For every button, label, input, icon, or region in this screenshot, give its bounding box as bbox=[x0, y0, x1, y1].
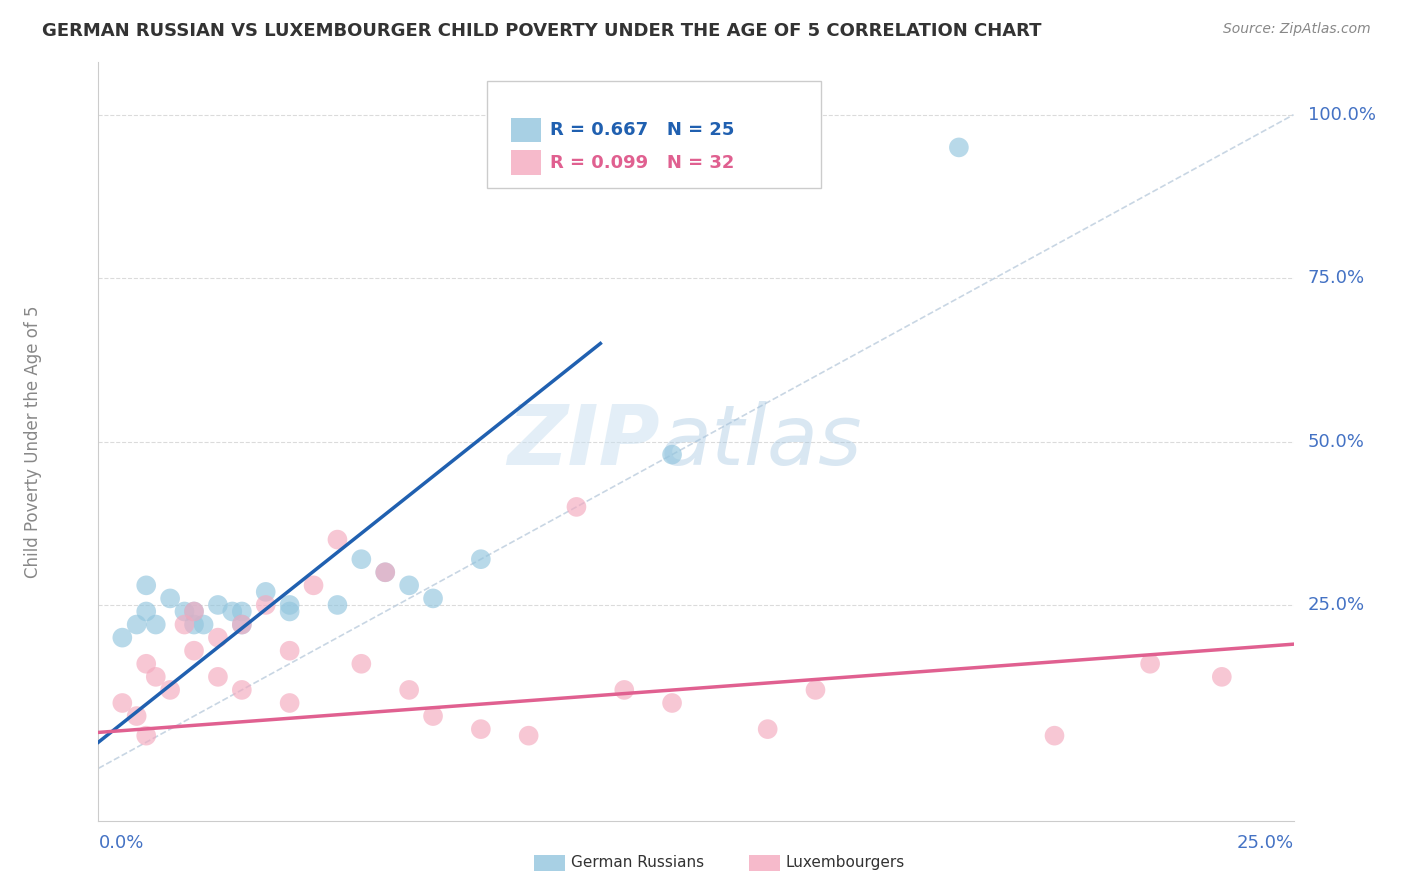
Text: R = 0.099   N = 32: R = 0.099 N = 32 bbox=[550, 153, 734, 171]
Text: R = 0.667   N = 25: R = 0.667 N = 25 bbox=[550, 121, 734, 139]
Point bbox=[278, 643, 301, 657]
Text: 100.0%: 100.0% bbox=[1308, 106, 1376, 124]
Point bbox=[135, 605, 157, 619]
Point bbox=[254, 598, 277, 612]
Text: 25.0%: 25.0% bbox=[1308, 596, 1365, 614]
Text: atlas: atlas bbox=[661, 401, 862, 482]
Point bbox=[159, 591, 181, 606]
Text: GERMAN RUSSIAN VS LUXEMBOURGER CHILD POVERTY UNDER THE AGE OF 5 CORRELATION CHAR: GERMAN RUSSIAN VS LUXEMBOURGER CHILD POV… bbox=[42, 22, 1042, 40]
Point bbox=[470, 722, 492, 736]
Point bbox=[111, 631, 134, 645]
Point bbox=[135, 657, 157, 671]
Point bbox=[231, 682, 253, 697]
Point bbox=[231, 617, 253, 632]
Point bbox=[374, 566, 396, 580]
Point bbox=[135, 578, 157, 592]
Point bbox=[398, 682, 420, 697]
Point bbox=[948, 140, 970, 154]
Point bbox=[278, 605, 301, 619]
Point bbox=[207, 598, 229, 612]
Text: Luxembourgers: Luxembourgers bbox=[786, 855, 905, 870]
Point bbox=[111, 696, 134, 710]
Point bbox=[1043, 729, 1066, 743]
Point bbox=[278, 598, 301, 612]
Point bbox=[350, 552, 373, 566]
Point bbox=[125, 709, 148, 723]
Point bbox=[661, 696, 683, 710]
Point bbox=[221, 605, 243, 619]
Text: ZIP: ZIP bbox=[508, 401, 661, 482]
Point bbox=[207, 670, 229, 684]
Point bbox=[183, 617, 205, 632]
Text: 75.0%: 75.0% bbox=[1308, 269, 1365, 287]
Point bbox=[183, 643, 205, 657]
Point bbox=[756, 722, 779, 736]
Point bbox=[470, 552, 492, 566]
Point bbox=[804, 682, 827, 697]
Bar bbox=[510, 151, 541, 175]
Text: 25.0%: 25.0% bbox=[1236, 834, 1294, 852]
Point bbox=[173, 605, 195, 619]
Point bbox=[350, 657, 373, 671]
Point bbox=[422, 591, 444, 606]
Text: German Russians: German Russians bbox=[571, 855, 704, 870]
Point bbox=[231, 605, 253, 619]
Point bbox=[661, 448, 683, 462]
Point bbox=[326, 598, 349, 612]
Point bbox=[254, 585, 277, 599]
Point bbox=[231, 617, 253, 632]
Point bbox=[278, 696, 301, 710]
Point bbox=[326, 533, 349, 547]
Text: 50.0%: 50.0% bbox=[1308, 433, 1365, 450]
Point bbox=[183, 605, 205, 619]
Point bbox=[1139, 657, 1161, 671]
Point bbox=[302, 578, 325, 592]
Point bbox=[1211, 670, 1233, 684]
Point bbox=[135, 729, 157, 743]
Point bbox=[145, 670, 167, 684]
Bar bbox=[510, 118, 541, 142]
Point bbox=[565, 500, 588, 514]
Text: Source: ZipAtlas.com: Source: ZipAtlas.com bbox=[1223, 22, 1371, 37]
Point bbox=[207, 631, 229, 645]
Point bbox=[398, 578, 420, 592]
FancyBboxPatch shape bbox=[486, 81, 821, 187]
Point bbox=[145, 617, 167, 632]
Point bbox=[159, 682, 181, 697]
Point bbox=[517, 729, 540, 743]
Text: Child Poverty Under the Age of 5: Child Poverty Under the Age of 5 bbox=[24, 305, 42, 578]
Point bbox=[125, 617, 148, 632]
Text: 0.0%: 0.0% bbox=[98, 834, 143, 852]
Point bbox=[173, 617, 195, 632]
Point bbox=[613, 682, 636, 697]
Point bbox=[193, 617, 215, 632]
Point bbox=[422, 709, 444, 723]
Point bbox=[374, 566, 396, 580]
Point bbox=[183, 605, 205, 619]
